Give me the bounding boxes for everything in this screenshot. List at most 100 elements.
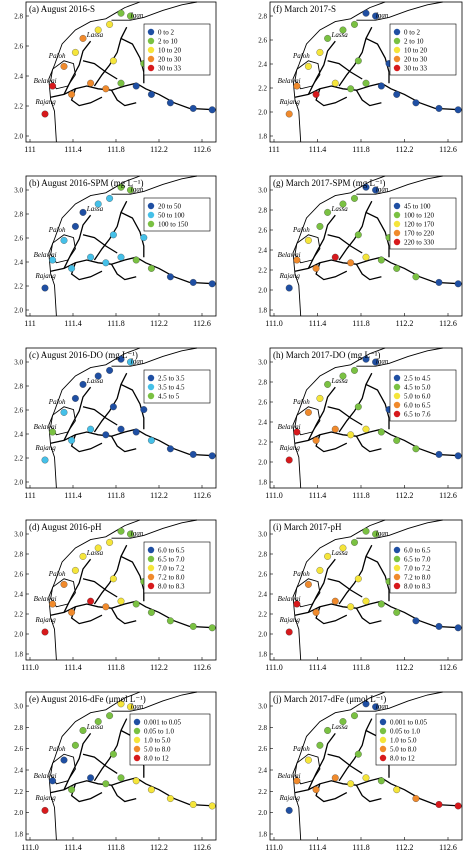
- y-tick-label: 1.8: [258, 651, 267, 659]
- sampling-station: [94, 372, 102, 380]
- sampling-station: [140, 406, 148, 414]
- legend-box: [389, 197, 457, 250]
- x-tick-label: 111.4: [64, 145, 81, 154]
- map-panel-4: Igan Lassa Paloh Belawai Rajang (g) March 201…: [258, 175, 463, 328]
- sampling-station: [49, 777, 57, 785]
- sampling-station: [102, 85, 110, 93]
- x-tick-label: 112.6: [439, 843, 457, 852]
- sampling-station: [293, 256, 301, 264]
- coastline: [292, 1, 386, 143]
- place-name-rajang: Rajang: [279, 794, 301, 802]
- x-tick-label: 111: [24, 491, 35, 500]
- place-name-igan: Igan: [130, 357, 144, 365]
- legend-swatch: [393, 220, 401, 228]
- sampling-station: [208, 624, 216, 632]
- sampling-station: [362, 597, 370, 605]
- legend-swatch: [147, 564, 155, 572]
- y-tick-label: 2.6: [258, 227, 267, 235]
- sampling-station: [377, 256, 385, 264]
- sampling-station: [331, 425, 339, 433]
- y-tick-label: 2.0: [258, 631, 267, 639]
- sampling-station: [412, 617, 420, 625]
- sampling-station: [377, 600, 385, 608]
- north-shore-line: [356, 347, 443, 367]
- river-channel: [110, 435, 137, 453]
- sampling-station: [354, 57, 362, 65]
- sampling-station: [304, 408, 312, 416]
- place-name-igan: Igan: [375, 357, 389, 365]
- place-name-rajang: Rajang: [279, 98, 301, 106]
- y-tick-label: 2.8: [258, 379, 267, 387]
- legend-swatch: [393, 401, 401, 409]
- legend-label: 20 to 30: [404, 56, 427, 64]
- place-name-rajang: Rajang: [35, 272, 57, 280]
- legend-box: [389, 541, 457, 594]
- sampling-station: [102, 780, 110, 788]
- x-tick-label: 111.4: [64, 319, 81, 328]
- sampling-station: [393, 90, 401, 98]
- place-name-belawai: Belawai: [34, 423, 57, 431]
- river-channel: [63, 733, 92, 790]
- sampling-station: [49, 256, 57, 264]
- place-name-igan: Igan: [130, 11, 144, 19]
- sampling-station: [79, 380, 87, 388]
- y-tick-label: 2.2: [258, 439, 267, 447]
- x-tick-label: 111.4: [309, 663, 326, 672]
- sampling-station: [106, 194, 114, 202]
- sampling-station: [189, 801, 197, 808]
- x-tick-label: 112.6: [439, 491, 457, 500]
- sampling-station: [331, 774, 339, 782]
- sampling-station: [435, 622, 443, 630]
- sampling-station: [49, 428, 57, 436]
- place-name-igan: Igan: [130, 185, 144, 193]
- river-channel: [120, 37, 145, 84]
- sampling-station: [60, 236, 68, 244]
- river-channel: [355, 607, 382, 625]
- x-tick-label: 112.2: [396, 491, 414, 500]
- y-tick-label: 2.0: [14, 479, 23, 487]
- place-name-igan: Igan: [130, 702, 144, 710]
- legend-swatch: [393, 573, 401, 581]
- sampling-station: [117, 9, 125, 17]
- sampling-station: [362, 183, 370, 191]
- x-tick-label: 111.4: [309, 319, 326, 328]
- north-shore-line: [356, 519, 443, 539]
- y-tick-label: 2.6: [258, 37, 267, 45]
- x-tick-label: 112.2: [150, 491, 168, 500]
- river-channel: [365, 211, 390, 258]
- place-name-lassa: Lassa: [330, 377, 348, 385]
- sampling-station: [71, 741, 79, 749]
- y-tick-label: 2.4: [14, 73, 23, 81]
- legend-label: 5.0 to 6.0: [404, 393, 431, 401]
- y-tick-label: 2.6: [258, 745, 267, 753]
- sampling-station: [312, 786, 320, 794]
- sampling-station: [109, 57, 117, 65]
- y-tick-label: 2.6: [258, 399, 267, 407]
- place-name-paloh: Paloh: [292, 52, 310, 60]
- y-tick-label: 2.2: [14, 611, 23, 619]
- sampling-station: [377, 428, 385, 436]
- sampling-station: [372, 186, 380, 194]
- sampling-station: [377, 777, 385, 785]
- sampling-station: [393, 264, 401, 272]
- sampling-station: [372, 530, 380, 538]
- panel-title: (c) August 2016-DO (mg L⁻¹): [29, 350, 138, 360]
- sampling-station: [339, 544, 347, 552]
- sampling-station: [109, 403, 117, 411]
- sampling-station: [166, 795, 174, 803]
- river-channel: [63, 214, 92, 269]
- river-channel: [63, 40, 92, 95]
- sampling-station: [454, 452, 462, 460]
- y-tick-label: 2.6: [14, 235, 23, 243]
- legend-swatch: [393, 55, 401, 63]
- sampling-station: [293, 777, 301, 785]
- sampling-station: [117, 253, 125, 261]
- river-channel: [82, 578, 118, 598]
- legend-swatch: [393, 64, 401, 72]
- legend-swatch: [147, 55, 155, 63]
- x-tick-label: 112.2: [396, 145, 414, 154]
- sampling-station: [127, 703, 134, 711]
- sampling-station: [362, 425, 370, 433]
- y-tick-label: 2.8: [14, 383, 23, 391]
- sampling-station: [285, 806, 293, 814]
